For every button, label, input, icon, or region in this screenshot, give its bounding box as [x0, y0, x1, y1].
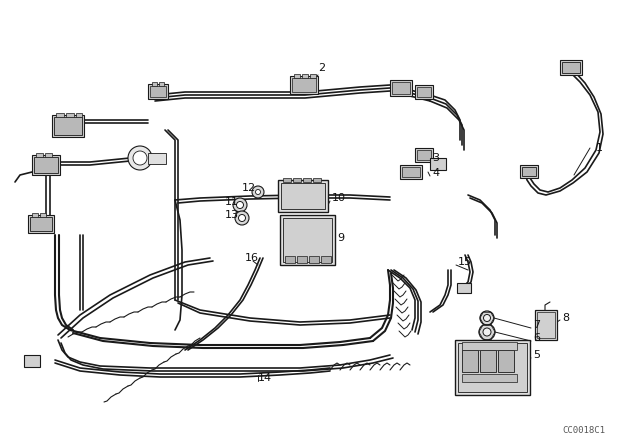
- Bar: [522, 167, 536, 176]
- Bar: [76, 113, 82, 117]
- Bar: [278, 180, 328, 212]
- Circle shape: [483, 328, 491, 336]
- Bar: [280, 215, 335, 265]
- Bar: [535, 310, 557, 340]
- Text: 16: 16: [245, 253, 259, 263]
- Bar: [32, 213, 38, 217]
- Circle shape: [128, 146, 152, 170]
- Bar: [480, 350, 496, 372]
- Bar: [148, 84, 168, 99]
- Bar: [392, 82, 410, 94]
- Circle shape: [480, 311, 494, 325]
- Bar: [462, 350, 478, 372]
- Bar: [313, 178, 321, 182]
- Bar: [415, 85, 433, 99]
- Text: 8: 8: [562, 313, 569, 323]
- Bar: [159, 82, 164, 86]
- Text: 4: 4: [432, 168, 439, 178]
- Bar: [40, 213, 46, 217]
- Bar: [390, 80, 412, 96]
- Bar: [303, 178, 311, 182]
- Bar: [45, 153, 52, 157]
- Bar: [66, 113, 74, 117]
- Bar: [417, 87, 431, 97]
- Bar: [148, 153, 166, 164]
- Bar: [309, 256, 319, 263]
- Circle shape: [133, 151, 147, 165]
- Bar: [150, 86, 166, 97]
- Text: 12: 12: [242, 183, 256, 193]
- Circle shape: [239, 215, 246, 221]
- Text: 3: 3: [432, 153, 439, 163]
- Bar: [455, 340, 530, 395]
- Circle shape: [252, 186, 264, 198]
- Circle shape: [233, 198, 247, 212]
- Text: 10: 10: [332, 193, 346, 203]
- Bar: [310, 74, 316, 78]
- Bar: [562, 62, 580, 73]
- Bar: [402, 167, 420, 177]
- Circle shape: [479, 324, 495, 340]
- Bar: [34, 157, 58, 173]
- Bar: [281, 183, 325, 209]
- Bar: [462, 374, 517, 382]
- Circle shape: [237, 202, 243, 208]
- Bar: [292, 78, 316, 92]
- Bar: [290, 76, 318, 94]
- Text: 11: 11: [225, 197, 239, 207]
- Bar: [36, 153, 43, 157]
- Bar: [28, 215, 54, 233]
- Bar: [30, 217, 52, 231]
- Bar: [415, 148, 433, 162]
- Bar: [520, 165, 538, 178]
- Bar: [302, 74, 308, 78]
- Bar: [400, 165, 422, 179]
- Text: 2: 2: [318, 63, 325, 73]
- Bar: [56, 113, 64, 117]
- Text: CC0018C1: CC0018C1: [562, 426, 605, 435]
- Bar: [294, 74, 300, 78]
- Bar: [52, 115, 84, 137]
- Bar: [152, 82, 157, 86]
- Bar: [458, 343, 527, 392]
- Bar: [430, 158, 446, 170]
- Bar: [457, 283, 471, 293]
- Circle shape: [255, 190, 260, 194]
- Bar: [293, 178, 301, 182]
- Bar: [498, 350, 514, 372]
- Circle shape: [235, 211, 249, 225]
- Bar: [283, 178, 291, 182]
- Text: 7: 7: [533, 320, 540, 330]
- Bar: [283, 218, 332, 262]
- Bar: [462, 342, 517, 350]
- Text: 5: 5: [533, 350, 540, 360]
- Bar: [54, 117, 82, 135]
- Bar: [417, 150, 431, 160]
- Text: 14: 14: [258, 373, 272, 383]
- Text: 15: 15: [458, 257, 472, 267]
- Text: 9: 9: [337, 233, 344, 243]
- Text: 13: 13: [225, 210, 239, 220]
- Bar: [560, 60, 582, 75]
- Circle shape: [483, 314, 490, 322]
- Text: 6: 6: [533, 333, 540, 343]
- Bar: [321, 256, 331, 263]
- Bar: [285, 256, 295, 263]
- Bar: [32, 155, 60, 175]
- Text: 1: 1: [596, 143, 603, 153]
- Bar: [297, 256, 307, 263]
- Bar: [24, 355, 40, 367]
- Bar: [537, 312, 555, 338]
